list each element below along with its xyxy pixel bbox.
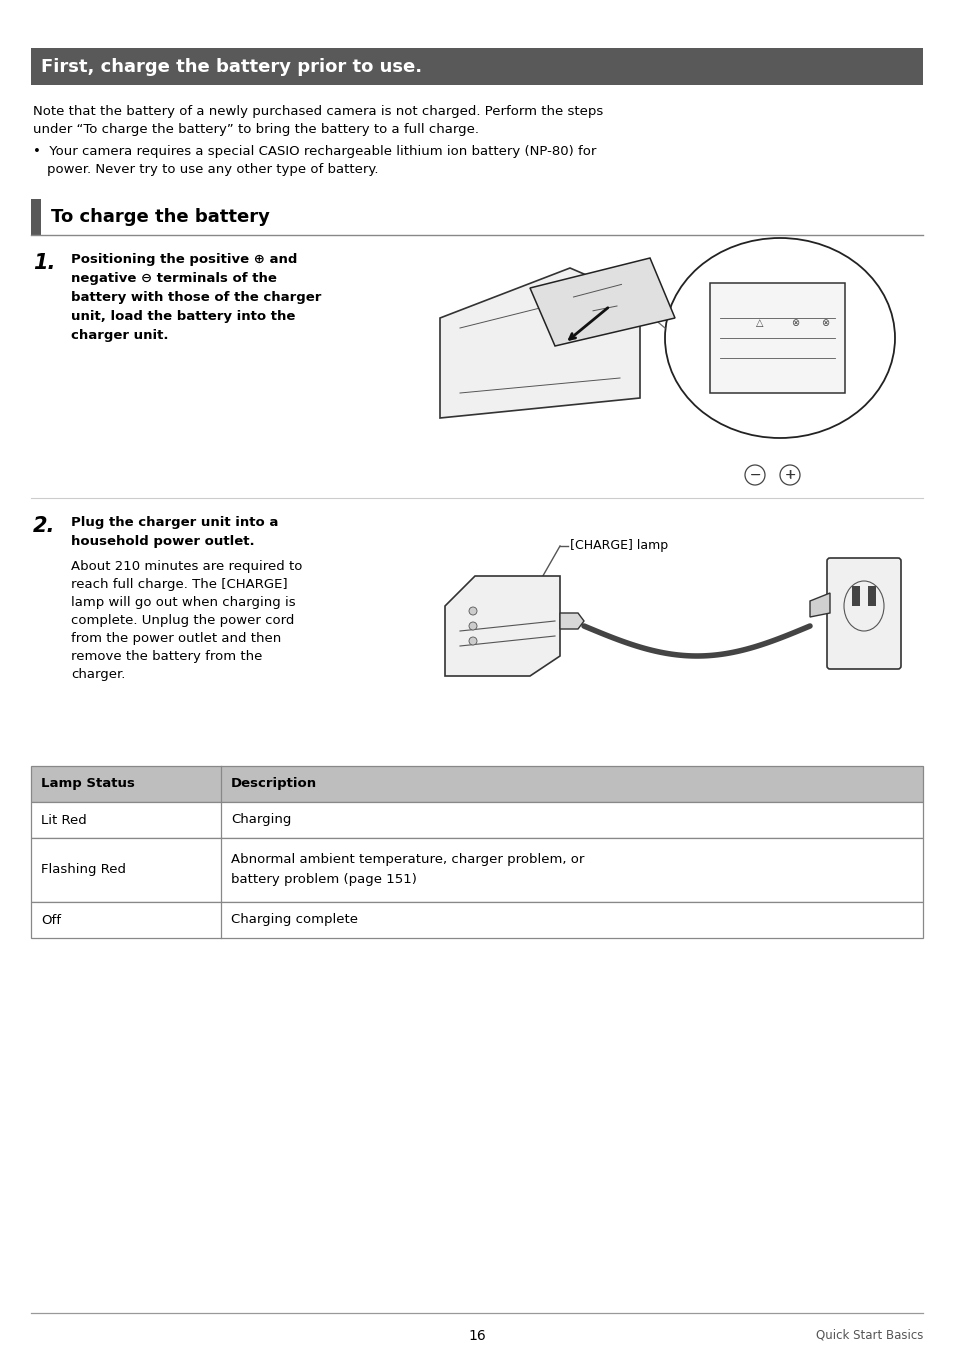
Text: Description: Description	[231, 778, 316, 791]
Text: +: +	[784, 468, 795, 482]
Text: lamp will go out when charging is: lamp will go out when charging is	[71, 596, 295, 609]
Polygon shape	[444, 575, 559, 676]
Circle shape	[780, 465, 800, 484]
Polygon shape	[439, 267, 639, 418]
Text: remove the battery from the: remove the battery from the	[71, 650, 262, 664]
Text: Charging complete: Charging complete	[231, 913, 357, 927]
Text: Off: Off	[41, 913, 61, 927]
Text: reach full charge. The [CHARGE]: reach full charge. The [CHARGE]	[71, 578, 287, 592]
Bar	[30, 902, 923, 938]
Text: under “To charge the battery” to bring the battery to a full charge.: under “To charge the battery” to bring t…	[33, 123, 478, 136]
Text: Note that the battery of a newly purchased camera is not charged. Perform the st: Note that the battery of a newly purchas…	[33, 104, 602, 118]
Bar	[30, 199, 41, 235]
Text: −: −	[748, 468, 760, 482]
Bar	[851, 586, 859, 607]
Text: [CHARGE] lamp: [CHARGE] lamp	[569, 540, 667, 552]
Text: To charge the battery: To charge the battery	[51, 208, 270, 227]
Text: unit, load the battery into the: unit, load the battery into the	[71, 309, 295, 323]
Text: Lamp Status: Lamp Status	[41, 778, 134, 791]
Text: negative ⊖ terminals of the: negative ⊖ terminals of the	[71, 271, 276, 285]
Bar	[867, 586, 875, 607]
Text: 1.: 1.	[33, 252, 55, 273]
Text: Positioning the positive ⊕ and: Positioning the positive ⊕ and	[71, 252, 297, 266]
Text: Lit Red: Lit Red	[41, 813, 87, 826]
Text: battery with those of the charger: battery with those of the charger	[71, 290, 321, 304]
Bar	[30, 47, 923, 85]
Text: complete. Unplug the power cord: complete. Unplug the power cord	[71, 613, 294, 627]
Text: ⊗: ⊗	[821, 318, 828, 328]
Text: household power outlet.: household power outlet.	[71, 535, 254, 548]
Polygon shape	[809, 593, 829, 617]
Text: Charging: Charging	[231, 813, 291, 826]
Bar	[30, 839, 923, 902]
FancyBboxPatch shape	[826, 558, 900, 669]
Polygon shape	[709, 284, 844, 394]
Circle shape	[469, 622, 476, 630]
Text: battery problem (page 151): battery problem (page 151)	[231, 874, 416, 886]
Text: 2.: 2.	[33, 516, 55, 536]
Text: ⊗: ⊗	[790, 318, 799, 328]
Text: charger unit.: charger unit.	[71, 328, 169, 342]
Circle shape	[744, 465, 764, 484]
Text: −: −	[749, 468, 760, 482]
Text: About 210 minutes are required to: About 210 minutes are required to	[71, 560, 302, 573]
Text: Quick Start Basics: Quick Start Basics	[815, 1329, 923, 1342]
Text: +: +	[783, 468, 795, 482]
Text: △: △	[756, 318, 763, 328]
Bar	[30, 765, 923, 802]
Circle shape	[469, 636, 476, 645]
Text: Plug the charger unit into a: Plug the charger unit into a	[71, 516, 278, 529]
Circle shape	[469, 607, 476, 615]
Text: •  Your camera requires a special CASIO rechargeable lithium ion battery (NP-80): • Your camera requires a special CASIO r…	[33, 145, 596, 157]
Text: from the power outlet and then: from the power outlet and then	[71, 632, 281, 645]
Polygon shape	[530, 258, 675, 346]
Text: power. Never try to use any other type of battery.: power. Never try to use any other type o…	[47, 163, 378, 176]
Text: Flashing Red: Flashing Red	[41, 863, 126, 877]
Text: First, charge the battery prior to use.: First, charge the battery prior to use.	[41, 57, 421, 76]
Ellipse shape	[664, 237, 894, 438]
Text: 16: 16	[468, 1329, 485, 1343]
Text: charger.: charger.	[71, 668, 125, 681]
Text: Abnormal ambient temperature, charger problem, or: Abnormal ambient temperature, charger pr…	[231, 854, 584, 867]
Polygon shape	[559, 613, 583, 630]
Bar	[30, 802, 923, 839]
